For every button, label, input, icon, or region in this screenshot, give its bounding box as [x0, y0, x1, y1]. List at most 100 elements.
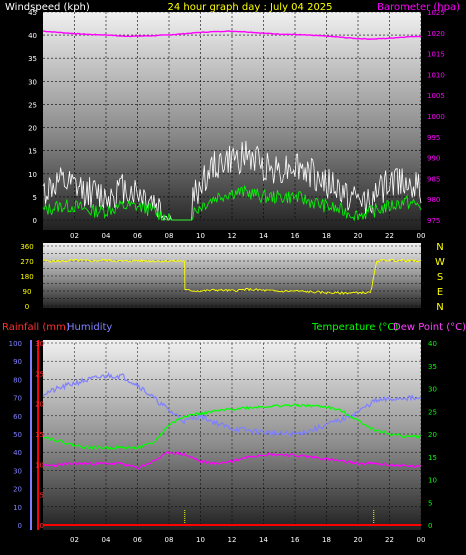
y-tick-label-temperature: 20 — [428, 431, 437, 439]
y-tick-label-humidity: 0 — [18, 522, 22, 530]
y-tick-label-rainfall: 30 — [35, 340, 44, 348]
y-tick-label-wind: 30 — [28, 78, 37, 86]
series-gustline — [42, 140, 422, 222]
y-tick-label-rainfall: 25 — [35, 370, 44, 378]
series-humidityline — [42, 372, 422, 439]
compass-label: N — [436, 302, 443, 313]
y-tick-label-humidity: 20 — [13, 486, 22, 494]
y-tick-label-wind: 25 — [28, 101, 37, 109]
x-tick-label: 00 — [417, 232, 426, 240]
x-tick-label: 22 — [385, 536, 394, 544]
y-tick-label-barometer: 985 — [427, 175, 440, 183]
y-tick-label-humidity: 100 — [9, 340, 22, 348]
humidity-axis-title: Humidity — [67, 322, 112, 333]
x-tick-label: 04 — [102, 536, 111, 544]
y-tick-label-wind: 15 — [28, 148, 37, 156]
y-tick-label-temperature: 25 — [428, 408, 437, 416]
y-tick-label-barometer: 995 — [427, 134, 440, 142]
y-tick-label-barometer: 1015 — [427, 51, 445, 59]
y-tick-label-humidity: 40 — [13, 449, 22, 457]
x-tick-label: 18 — [322, 232, 331, 240]
y-tick-label-barometer: 975 — [427, 217, 440, 225]
y-tick-label-humidity: 30 — [13, 467, 22, 475]
y-tick-label-humidity: 50 — [13, 431, 22, 439]
x-tick-label: 22 — [385, 232, 394, 240]
x-tick-label: 06 — [133, 536, 142, 544]
x-tick-label: 02 — [70, 536, 79, 544]
y-tick-label-temperature: 5 — [428, 499, 432, 507]
y-tick-label-wind: 45 — [28, 9, 37, 17]
y-tick-label-wind: 5 — [33, 194, 37, 202]
y-tick-label-rainfall: 15 — [35, 431, 44, 439]
compass-label: S — [437, 272, 443, 283]
y-tick-label-temperature: 10 — [428, 477, 437, 485]
x-tick-label: 08 — [165, 232, 174, 240]
x-tick-label: 04 — [102, 232, 111, 240]
temperature-axis-title: Temperature (°C) — [311, 322, 398, 333]
x-tick-label: 12 — [228, 536, 237, 544]
y-tick-label-direction: 180 — [20, 273, 33, 281]
x-tick-label: 20 — [354, 536, 363, 544]
y-tick-label-direction: 90 — [23, 288, 32, 296]
y-tick-label-barometer: 1025 — [427, 9, 445, 17]
y-tick-label-wind: 0 — [33, 217, 37, 225]
y-tick-label-humidity: 10 — [13, 504, 22, 512]
barometer-axis-title: Barometer (hpa) — [377, 2, 460, 13]
x-tick-label: 10 — [196, 536, 205, 544]
series-averageline — [42, 185, 422, 222]
x-tick-label: 16 — [291, 232, 300, 240]
y-tick-label-direction: 360 — [20, 243, 33, 251]
y-tick-label-rainfall: 0 — [40, 522, 44, 530]
y-tick-label-humidity: 80 — [13, 376, 22, 384]
series-dew-point-c-line — [42, 451, 422, 470]
wind-axis-title: Windspeed (kph) — [5, 2, 90, 13]
x-tick-label: 12 — [228, 232, 237, 240]
y-tick-label-temperature: 15 — [428, 454, 437, 462]
x-tick-label: 02 — [70, 232, 79, 240]
y-tick-label-rainfall: 20 — [35, 401, 44, 409]
x-tick-label: 14 — [259, 536, 268, 544]
x-tick-label: 10 — [196, 232, 205, 240]
x-tick-label: 14 — [259, 232, 268, 240]
series-temperature-c-line — [42, 403, 422, 451]
y-tick-label-temperature: 0 — [428, 522, 432, 530]
compass-label: E — [437, 287, 443, 298]
y-tick-label-barometer: 1000 — [427, 113, 445, 121]
y-tick-label-direction: 0 — [25, 303, 29, 311]
y-tick-label-barometer: 990 — [427, 155, 440, 163]
x-tick-label: 00 — [417, 536, 426, 544]
y-tick-label-rainfall: 5 — [40, 492, 44, 500]
y-tick-label-wind: 40 — [28, 32, 37, 40]
y-tick-label-wind: 10 — [28, 171, 37, 179]
y-tick-label-barometer: 1020 — [427, 30, 445, 38]
y-tick-label-humidity: 70 — [13, 395, 22, 403]
y-tick-label-temperature: 35 — [428, 363, 437, 371]
dewpoint-axis-title: Dew Point (°C) — [393, 322, 466, 333]
chart-title: 24 hour graph day : July 04 2025 — [167, 2, 332, 13]
compass-label: N — [436, 242, 443, 253]
y-tick-label-humidity: 90 — [13, 358, 22, 366]
compass-label: W — [435, 257, 445, 268]
x-tick-label: 20 — [354, 232, 363, 240]
y-tick-label-barometer: 980 — [427, 196, 440, 204]
x-tick-label: 08 — [165, 536, 174, 544]
series-barometer-hpa-line — [42, 30, 422, 40]
y-tick-label-rainfall: 10 — [35, 461, 44, 469]
series-wind-direction-line — [42, 258, 422, 295]
y-tick-label-barometer: 1010 — [427, 71, 445, 79]
temperature-humidity-panel: 0 10 20 30 40 50 60 70 80 90 100 0 5 10 15 20 25 30 0 5 10… — [9, 340, 437, 544]
x-tick-label: 16 — [291, 536, 300, 544]
y-tick-label-temperature: 40 — [428, 340, 437, 348]
rain-axis-title: Rainfall (mm) — [2, 322, 70, 333]
y-tick-label-humidity: 60 — [13, 413, 22, 421]
y-tick-label-temperature: 30 — [428, 386, 437, 394]
y-tick-label-barometer: 1005 — [427, 92, 445, 100]
y-tick-label-wind: 20 — [28, 125, 37, 133]
x-tick-label: 06 — [133, 232, 142, 240]
y-tick-label-wind: 35 — [28, 55, 37, 63]
y-tick-label-direction: 270 — [20, 258, 33, 266]
panel-background — [43, 243, 421, 308]
